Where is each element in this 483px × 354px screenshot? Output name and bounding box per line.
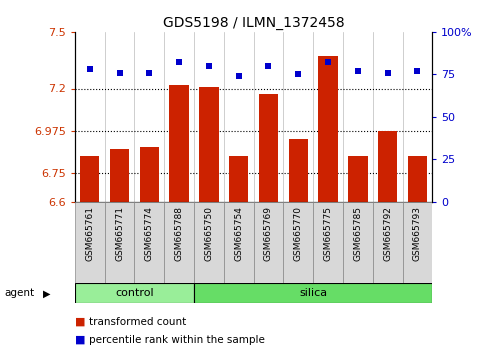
Bar [110,149,129,202]
Text: GSM665792: GSM665792 [383,206,392,261]
Point [205,63,213,69]
Text: GSM665774: GSM665774 [145,206,154,261]
Bar [194,202,224,283]
Text: GSM665775: GSM665775 [324,206,332,261]
Point [145,70,153,75]
Point [175,59,183,65]
Bar [408,156,427,202]
Text: percentile rank within the sample: percentile rank within the sample [89,335,265,345]
Point [413,68,421,74]
Text: GSM665793: GSM665793 [413,206,422,261]
Text: GSM665788: GSM665788 [175,206,184,261]
Text: silica: silica [299,288,327,298]
Point [295,72,302,77]
Bar [75,202,105,283]
Text: GSM665754: GSM665754 [234,206,243,261]
Point [354,68,362,74]
Text: GSM665770: GSM665770 [294,206,303,261]
Bar [134,202,164,283]
Bar [194,283,432,303]
Point [116,70,124,75]
Bar [224,202,254,283]
Bar [318,56,338,202]
Text: control: control [115,288,154,298]
Text: ■: ■ [75,335,85,345]
Point [86,67,94,72]
Bar [402,202,432,283]
Text: ▶: ▶ [43,289,50,299]
Bar [105,202,134,283]
Bar [80,156,99,202]
Text: GSM665771: GSM665771 [115,206,124,261]
Point [235,73,242,79]
Text: GSM665769: GSM665769 [264,206,273,261]
Text: GSM665761: GSM665761 [85,206,94,261]
Bar [284,202,313,283]
Text: agent: agent [5,288,35,298]
Text: transformed count: transformed count [89,317,186,327]
Bar [140,147,159,202]
Point [265,63,272,69]
Bar [75,283,194,303]
Bar [343,202,373,283]
Bar [288,139,308,202]
Text: GSM665750: GSM665750 [204,206,213,261]
Bar [348,156,368,202]
Bar [373,202,402,283]
Bar [199,87,219,202]
Bar [170,85,189,202]
Bar [378,131,398,202]
Bar [229,156,248,202]
Bar [164,202,194,283]
Bar [313,202,343,283]
Bar [254,202,284,283]
Bar [259,94,278,202]
Point [324,59,332,65]
Text: GDS5198 / ILMN_1372458: GDS5198 / ILMN_1372458 [163,16,344,30]
Point [384,70,392,75]
Text: ■: ■ [75,317,85,327]
Text: GSM665785: GSM665785 [354,206,362,261]
